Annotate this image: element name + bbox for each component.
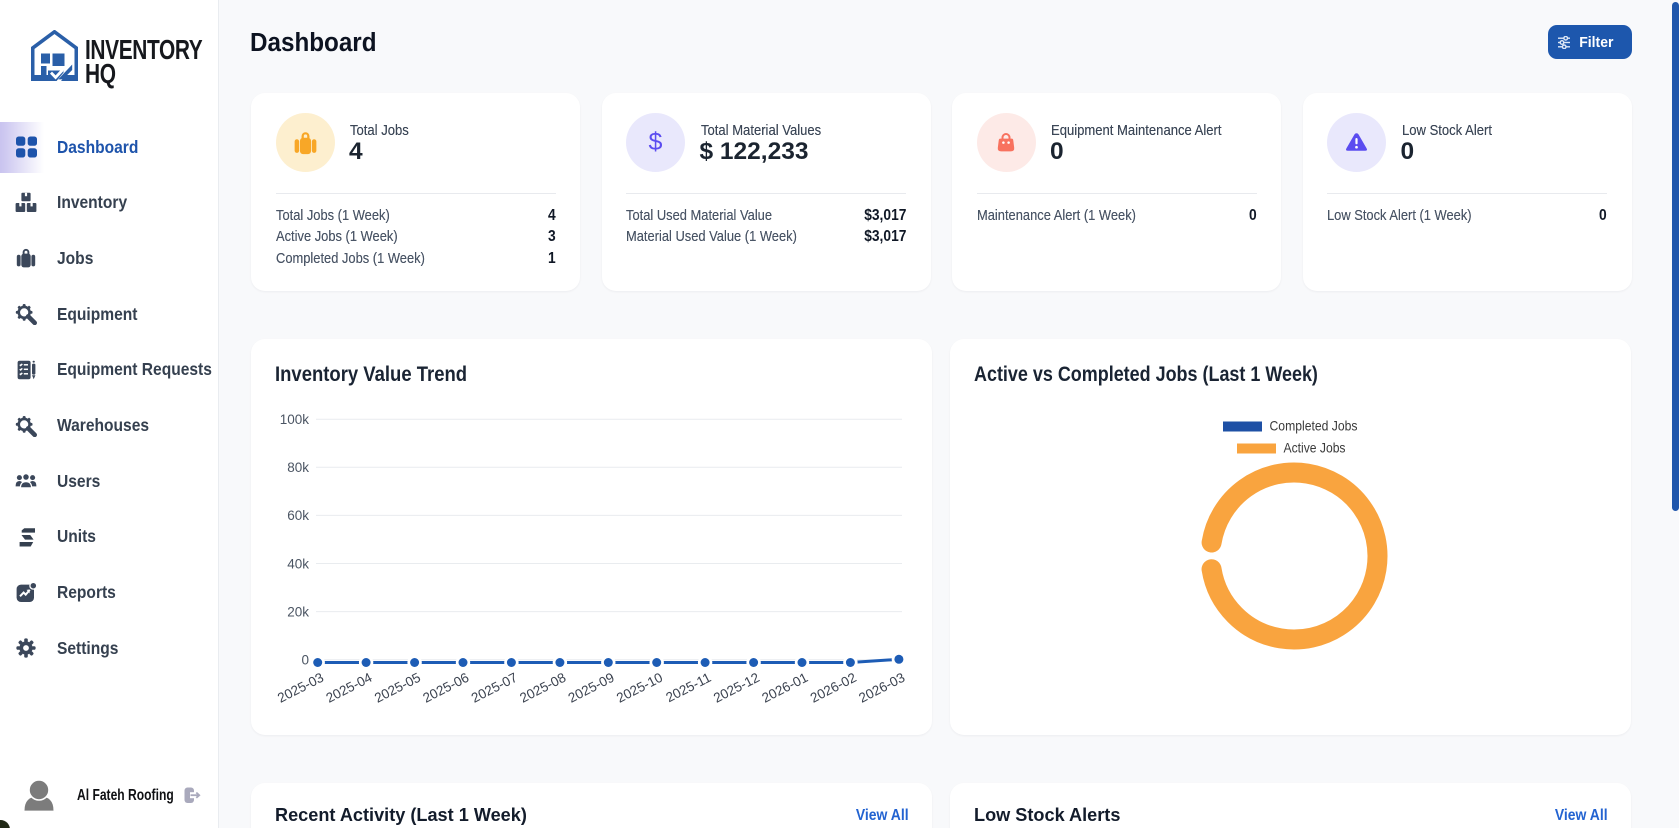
svg-text:2026-03: 2026-03 — [856, 670, 907, 706]
svg-text:2025-03: 2025-03 — [275, 670, 326, 706]
svg-text:Completed Jobs: Completed Jobs — [1270, 418, 1358, 434]
svg-text:0: 0 — [301, 653, 309, 668]
svg-text:2026-01: 2026-01 — [759, 670, 810, 706]
svg-text:2026-02: 2026-02 — [808, 670, 859, 706]
svg-text:2025-04: 2025-04 — [324, 670, 375, 706]
svg-text:2025-09: 2025-09 — [566, 670, 617, 706]
svg-text:40k: 40k — [287, 556, 309, 571]
svg-text:100k: 100k — [280, 412, 310, 427]
svg-text:2025-08: 2025-08 — [517, 670, 568, 706]
svg-text:80k: 80k — [287, 460, 309, 475]
svg-text:2025-11: 2025-11 — [663, 670, 713, 705]
svg-text:2025-06: 2025-06 — [420, 670, 471, 706]
svg-text:2025-12: 2025-12 — [711, 670, 762, 706]
svg-text:2025-07: 2025-07 — [469, 670, 520, 706]
svg-text:60k: 60k — [287, 508, 309, 523]
svg-text:2025-05: 2025-05 — [372, 670, 423, 706]
svg-text:2025-10: 2025-10 — [614, 670, 665, 706]
svg-text:Active Jobs: Active Jobs — [1284, 440, 1346, 456]
svg-text:20k: 20k — [287, 604, 309, 619]
